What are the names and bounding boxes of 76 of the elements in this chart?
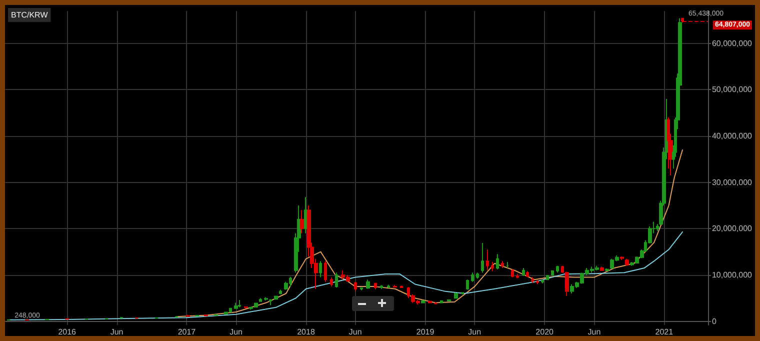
candlestick xyxy=(269,298,272,306)
candlestick xyxy=(551,270,554,276)
candlestick xyxy=(366,279,370,290)
candlestick xyxy=(400,285,403,288)
candlestick xyxy=(476,272,479,280)
candlestick xyxy=(556,265,559,274)
candlestick xyxy=(522,268,525,276)
candlestick xyxy=(360,286,363,291)
candlestick xyxy=(387,284,390,288)
candlestick xyxy=(434,302,437,305)
candlestick xyxy=(440,300,443,304)
candlestick xyxy=(330,276,333,288)
candlestick xyxy=(324,260,327,282)
candlestick xyxy=(354,281,357,292)
candlestick xyxy=(620,256,624,261)
y-tick-label: 10,000,000 xyxy=(712,270,753,280)
x-tick-label: Jun xyxy=(588,328,601,336)
y-tick-label: 40,000,000 xyxy=(712,132,753,141)
candlestick xyxy=(447,299,451,302)
candlestick xyxy=(284,281,288,290)
candlestick xyxy=(546,274,549,281)
candlestick xyxy=(605,268,609,272)
candlestick xyxy=(244,306,248,309)
chart-title: BTC/KRW xyxy=(11,10,48,20)
x-tick-label: 2019 xyxy=(416,328,435,336)
y-tick-label: 30,000,000 xyxy=(712,178,753,187)
candlestick xyxy=(486,249,489,271)
candlestick xyxy=(496,254,499,270)
candlestick xyxy=(234,302,238,310)
candlestick xyxy=(681,18,684,24)
x-tick-label: Jun xyxy=(348,328,362,336)
candlestick xyxy=(531,276,534,284)
x-tick-label: 2017 xyxy=(178,328,196,336)
candlestick xyxy=(238,299,241,308)
candlestick xyxy=(319,260,322,278)
candlestick xyxy=(481,242,484,274)
candlestick xyxy=(428,300,432,304)
x-tick-label: Jun xyxy=(468,328,482,336)
candlestick xyxy=(526,270,529,278)
candlestick xyxy=(536,280,539,285)
candlestick xyxy=(279,289,282,295)
candlestick xyxy=(516,274,519,279)
candlestick xyxy=(380,284,383,290)
candlestick xyxy=(421,299,425,304)
candlestick xyxy=(186,314,190,318)
candlestick xyxy=(300,210,304,234)
x-tick-label: 2021 xyxy=(655,328,674,336)
line-series xyxy=(8,231,683,320)
candlestick xyxy=(259,298,262,302)
candlestick xyxy=(491,262,494,272)
candlestick xyxy=(506,262,509,269)
candlestick xyxy=(471,272,474,282)
candlestick xyxy=(224,312,228,315)
candlestick xyxy=(466,279,469,290)
candlestick xyxy=(274,295,278,300)
x-tick-label: 2018 xyxy=(297,328,316,336)
x-tick-label: Jun xyxy=(230,328,243,336)
candlestick xyxy=(461,292,464,295)
x-tick-label: 2020 xyxy=(536,328,554,336)
candlestick xyxy=(625,258,629,266)
candlestick xyxy=(541,279,544,284)
candlestick xyxy=(335,272,338,288)
x-tick-label: 2016 xyxy=(58,328,77,336)
candlestick xyxy=(374,282,377,290)
line-series xyxy=(176,149,683,318)
candlestick xyxy=(600,266,604,272)
candlestick xyxy=(501,260,504,269)
candlestick xyxy=(393,284,397,288)
y-tick-label: 0 xyxy=(712,316,717,326)
y-tick-label: 50,000,000 xyxy=(712,85,753,94)
y-tick-label: 20,000,000 xyxy=(712,224,753,234)
y-tick-label: 60,000,000 xyxy=(712,38,753,48)
candlestick xyxy=(511,268,514,278)
x-tick-label: Jun xyxy=(110,328,124,336)
candlestick xyxy=(454,292,458,300)
candlestick xyxy=(264,296,268,301)
